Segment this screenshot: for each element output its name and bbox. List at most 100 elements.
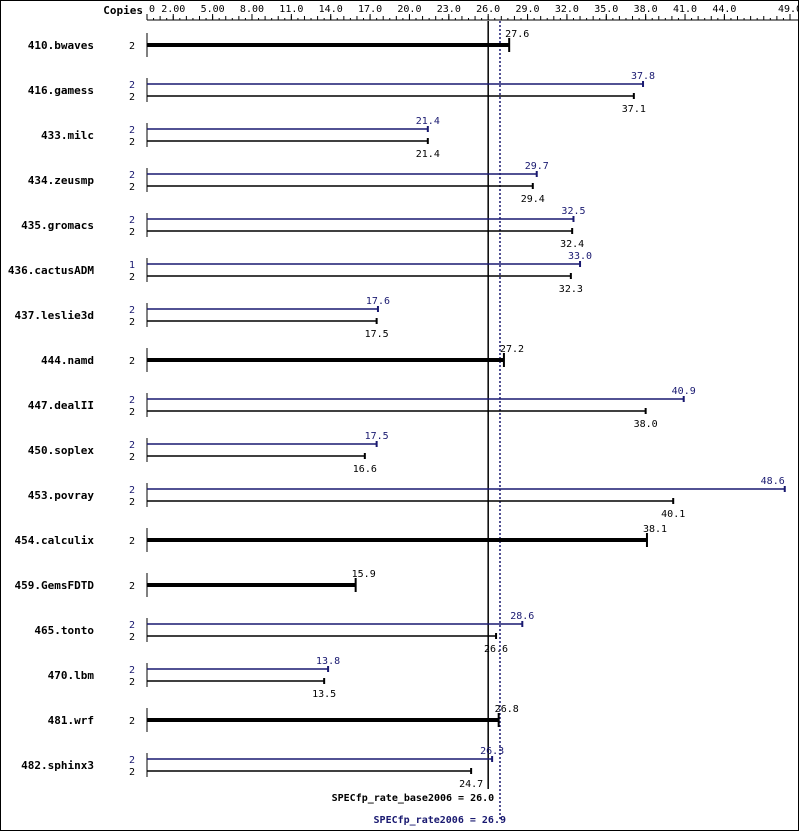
peak-value-label: 13.8 bbox=[316, 656, 340, 667]
axis-tick-label: 5.00 bbox=[201, 4, 225, 15]
benchmark-row: 454.calculix 2 bbox=[15, 528, 648, 552]
benchmark-name: 434.zeusmp bbox=[28, 174, 95, 187]
peak-value-label: 28.6 bbox=[510, 611, 534, 622]
base-copies: 2 bbox=[129, 767, 135, 778]
benchmark-name: 444.namd bbox=[41, 354, 94, 367]
base-copies: 2 bbox=[129, 272, 135, 283]
copies-value: 2 bbox=[129, 41, 135, 52]
peak-value-label: 48.6 bbox=[761, 476, 785, 487]
benchmark-row: 465.tonto 22 bbox=[34, 618, 524, 643]
axis-tick-label: 38.0 bbox=[634, 4, 658, 15]
base-value-label: 26.6 bbox=[484, 644, 508, 655]
base-copies: 2 bbox=[129, 92, 135, 103]
reference-lines: SPECfp_rate_base2006 = 26.0 SPECfp_rate20… bbox=[332, 21, 506, 826]
benchmark-row: 482.sphinx3 22 bbox=[21, 753, 494, 778]
base-copies: 2 bbox=[129, 452, 135, 463]
benchmark-row: 434.zeusmp 22 bbox=[28, 168, 538, 193]
axis-tick-label: 26.0 bbox=[476, 4, 500, 15]
benchmark-name: 454.calculix bbox=[15, 534, 95, 547]
benchmark-name: 459.GemsFDTD bbox=[15, 579, 95, 592]
base-value-label: 37.1 bbox=[622, 104, 646, 115]
peak-copies: 2 bbox=[129, 215, 135, 226]
copies-header: Copies bbox=[103, 4, 143, 17]
benchmark-name: 433.milc bbox=[41, 129, 94, 142]
copies-value: 2 bbox=[129, 581, 135, 592]
benchmark-row: 410.bwaves 2 bbox=[28, 33, 511, 57]
axis-tick-label: 44.0 bbox=[712, 4, 736, 15]
axis-tick-label: 2.00 bbox=[161, 4, 185, 15]
peak-value-label: 29.7 bbox=[525, 161, 549, 172]
peak-value-label: 33.0 bbox=[568, 251, 592, 262]
value-label: 38.1 bbox=[643, 524, 667, 535]
base-copies: 2 bbox=[129, 317, 135, 328]
benchmark-row: 447.dealII 22 bbox=[28, 393, 685, 418]
base-value-label: 38.0 bbox=[634, 419, 658, 430]
axis-layer: Copies 0 2.00 5.00 8.00 11.0 14.0 17.0 20.0 23.0 2… bbox=[103, 4, 798, 21]
peak-value-label: 37.8 bbox=[631, 71, 655, 82]
benchmark-name: 481.wrf bbox=[48, 714, 94, 727]
axis-tick-label: 14.0 bbox=[319, 4, 343, 15]
base-value-label: 29.4 bbox=[521, 194, 545, 205]
peak-copies: 2 bbox=[129, 80, 135, 91]
labels-layer: 27.6 37.8 37.1 21.4 21.4 29.7 29.4 32.5 32.433.0… bbox=[312, 29, 785, 790]
benchmark-name: 436.cactusADM bbox=[8, 264, 94, 277]
benchmark-name: 435.gromacs bbox=[21, 219, 94, 232]
peak-copies: 2 bbox=[129, 395, 135, 406]
base-copies: 2 bbox=[129, 182, 135, 193]
peak-copies: 2 bbox=[129, 440, 135, 451]
base-copies: 2 bbox=[129, 407, 135, 418]
reference-label: SPECfp_rate2006 = 26.9 bbox=[374, 815, 506, 826]
peak-value-label: 26.3 bbox=[480, 746, 504, 757]
benchmark-row: 416.gamess 22 bbox=[28, 78, 645, 103]
base-copies: 2 bbox=[129, 632, 135, 643]
base-value-label: 21.4 bbox=[416, 149, 440, 160]
peak-copies: 2 bbox=[129, 620, 135, 631]
benchmark-row: 481.wrf 2 bbox=[48, 708, 500, 732]
benchmark-row: 459.GemsFDTD 2 bbox=[15, 573, 357, 597]
copies-value: 2 bbox=[129, 716, 135, 727]
value-label: 15.9 bbox=[352, 569, 376, 580]
axis-tick-label: 20.0 bbox=[397, 4, 421, 15]
axis-tick-label: 32.0 bbox=[555, 4, 579, 15]
benchmark-name: 482.sphinx3 bbox=[21, 759, 94, 772]
copies-value: 2 bbox=[129, 356, 135, 367]
base-value-label: 32.3 bbox=[559, 284, 583, 295]
benchmark-row: 433.milc 22 bbox=[41, 123, 429, 148]
base-copies: 2 bbox=[129, 497, 135, 508]
benchmark-name: 437.leslie3d bbox=[15, 309, 94, 322]
base-value-label: 24.7 bbox=[459, 779, 483, 790]
value-label: 26.8 bbox=[495, 704, 519, 715]
base-value-label: 13.5 bbox=[312, 689, 336, 700]
axis-tick-label: 23.0 bbox=[437, 4, 461, 15]
base-copies: 2 bbox=[129, 227, 135, 238]
benchmark-row: 435.gromacs 22 bbox=[21, 213, 575, 238]
base-copies: 2 bbox=[129, 677, 135, 688]
axis-tick-label: 29.0 bbox=[516, 4, 540, 15]
benchmark-row: 470.lbm 22 bbox=[48, 663, 330, 688]
base-value-label: 17.5 bbox=[365, 329, 389, 340]
benchmark-name: 410.bwaves bbox=[28, 39, 94, 52]
peak-copies: 2 bbox=[129, 170, 135, 181]
peak-copies: 2 bbox=[129, 305, 135, 316]
benchmark-row: 453.povray 22 bbox=[28, 483, 786, 508]
peak-copies: 2 bbox=[129, 485, 135, 496]
base-copies: 2 bbox=[129, 137, 135, 148]
axis-tick-label: 0 bbox=[149, 4, 155, 15]
copies-value: 2 bbox=[129, 536, 135, 547]
base-value-label: 16.6 bbox=[353, 464, 377, 475]
peak-value-label: 40.9 bbox=[672, 386, 696, 397]
peak-copies: 1 bbox=[129, 260, 135, 271]
peak-copies: 2 bbox=[129, 755, 135, 766]
axis-tick-label: 35.0 bbox=[594, 4, 618, 15]
benchmark-name: 453.povray bbox=[28, 489, 95, 502]
benchmark-row: 437.leslie3d 22 bbox=[15, 303, 379, 328]
benchmark-row: 436.cactusADM 12 bbox=[8, 258, 582, 283]
benchmark-name: 470.lbm bbox=[48, 669, 95, 682]
peak-copies: 2 bbox=[129, 665, 135, 676]
benchmark-name: 447.dealII bbox=[28, 399, 94, 412]
peak-value-label: 17.5 bbox=[365, 431, 389, 442]
axis-tick-label: 11.0 bbox=[279, 4, 303, 15]
peak-value-label: 32.5 bbox=[561, 206, 585, 217]
